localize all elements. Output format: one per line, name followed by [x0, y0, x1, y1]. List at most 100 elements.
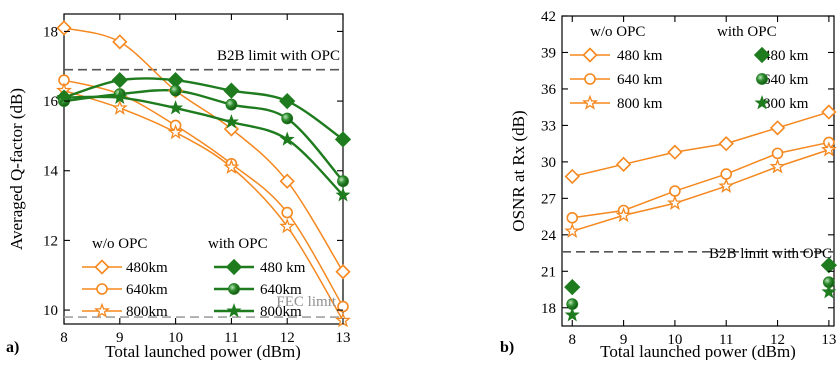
panel-b-x-tick-label: 13 [821, 332, 836, 348]
panel-a-legend-marker-5 [226, 303, 242, 318]
panel-b-point-5 [564, 307, 580, 322]
panel-a-ticks: 8 9 10 11 12 13 10 12 14 16 18 [43, 14, 351, 346]
panel-a-legend-label-wo-480: 480km [126, 260, 168, 276]
panel-a-legend: w/o OPC with OPC 480km 640km 800km 480 k… [82, 236, 306, 320]
panel-b-legend-marker-0 [582, 47, 598, 63]
panel-b-y-axis-title: OSNR at Rx (dB) [509, 110, 528, 231]
panel-b-point-0 [615, 156, 632, 172]
panel-a-legend-label-with-800: 800km [260, 304, 302, 320]
panel-a-point-0 [335, 264, 351, 280]
panel-b-point-2 [564, 222, 581, 238]
panel-a-y-tick-label: 14 [43, 164, 59, 180]
panel-a-series-lines [63, 27, 344, 321]
panel-b-point-1 [720, 168, 733, 180]
panel-a-point-5 [335, 187, 351, 202]
panel-a-x-tick-label: 11 [224, 330, 238, 346]
panel-a-legend-label-with-640: 640km [260, 282, 302, 298]
panel-b-y-tick-label: 18 [541, 301, 556, 317]
panel-b-point-1 [566, 212, 579, 224]
panel-b-point-5 [821, 284, 837, 299]
panel-b-y-tick-label: 27 [541, 191, 557, 207]
panel-a-point-3 [334, 131, 352, 148]
panel-b-point-1 [771, 147, 784, 160]
panel-b-y-tick-label: 42 [541, 9, 556, 25]
panel-b-legend-marker-5 [754, 95, 770, 110]
panel-b-point-1 [669, 185, 681, 197]
panel-a-reference-lines [64, 68, 343, 318]
panel-a-point-0 [112, 34, 128, 50]
panel-b-point-0 [564, 168, 580, 185]
panel-b-point-3 [820, 257, 837, 274]
panel-a-point-4 [281, 112, 294, 125]
panel-a-point-2 [167, 124, 184, 140]
panel-b-series-line-2 [572, 149, 830, 232]
panel-b-point-3 [564, 278, 581, 296]
panel-b-point-2 [769, 158, 786, 174]
panel-b-series-lines [572, 111, 830, 232]
panel-a-point-5 [112, 89, 128, 104]
panel-b-legend: w/o OPC with OPC 480 km 640 km 800 km 48… [570, 24, 809, 112]
panel-b-point-2 [615, 206, 632, 223]
panel-b-legend-marker-1 [584, 73, 596, 85]
panel-b-legend-marker-2 [582, 94, 598, 110]
panel-b-point-0 [718, 136, 734, 152]
panel-a-legend-marker-3 [225, 258, 243, 276]
panel-b-point-0 [667, 144, 683, 160]
panel-a-legend-marker-4 [228, 283, 240, 295]
panel-b-y-tick-label: 36 [541, 82, 557, 98]
panel-b: 8 9 10 11 12 13 18 21 24 27 30 33 36 39 42 w/o OPC wit… [500, 9, 837, 361]
panel-a-y-axis-title: Averaged Q-factor (dB) [7, 88, 26, 250]
panel-a-point-5 [279, 131, 295, 146]
panel-b-point-2 [666, 194, 683, 210]
panel-a-point-2 [279, 218, 296, 234]
panel-b-ticks: 8 9 10 11 12 13 18 21 24 27 30 33 36 39 42 [541, 9, 836, 348]
panel-a-point-5 [223, 114, 239, 129]
panel-b-legend-label-wo-480: 480 km [617, 48, 663, 64]
panel-b-x-tick-label: 8 [569, 332, 577, 348]
panel-b-y-tick-label: 33 [541, 118, 556, 134]
panel-b-x-axis-title: Total launched power (dBm) [600, 342, 796, 360]
panel-a-series-line-5 [63, 95, 344, 196]
panel-b-markers [564, 104, 837, 322]
panel-b-point-2 [820, 141, 837, 157]
panel-a-x-tick-label: 10 [168, 330, 183, 346]
panel-a-b2b-label: B2B limit with OPC [217, 48, 340, 64]
panel-a-x-axis-title: Total launched power (dBm) [105, 342, 301, 360]
panel-a-markers [55, 20, 352, 328]
panel-a-point-3 [111, 72, 128, 89]
panel-a-label: a) [6, 339, 19, 356]
panel-b-point-0 [769, 120, 786, 136]
panel-b-frame [561, 15, 835, 327]
panel-a-point-5 [168, 100, 184, 115]
panel-b-legend-marker-4 [756, 73, 768, 85]
panel-a-point-1 [281, 206, 294, 219]
panel-a-legend-label-with-480: 480 km [260, 260, 306, 276]
panel-b-x-tick-label: 9 [620, 332, 628, 348]
panel-a: 8 9 10 11 12 13 10 12 14 16 18 w/o OPC with OPC 48… [6, 13, 352, 361]
panel-a-frame [63, 13, 344, 325]
panel-b-legend-marker-3 [753, 46, 771, 64]
panel-b-point-2 [718, 177, 735, 193]
panel-b-legend-title-with: with OPC [717, 24, 777, 40]
panel-a-point-1 [337, 300, 349, 313]
panel-a-point-2 [111, 99, 128, 115]
panel-a-x-tick-label: 9 [116, 330, 124, 346]
panel-b-legend-title-wo: w/o OPC [590, 24, 645, 40]
panel-a-y-tick-label: 18 [43, 24, 58, 40]
panel-b-label: b) [500, 339, 514, 356]
panel-b-y-tick-label: 24 [541, 228, 557, 244]
panel-b-y-tick-label: 21 [541, 264, 556, 280]
panel-a-point-5 [56, 89, 72, 104]
panel-b-legend-label-wo-640: 640 km [617, 72, 663, 88]
panel-a-x-tick-label: 12 [280, 330, 295, 346]
panel-a-legend-title-wo: w/o OPC [92, 236, 147, 252]
panel-a-point-3 [279, 92, 296, 110]
panel-a-point-4 [337, 175, 349, 188]
panel-a-fec-label: FEC limit [276, 294, 336, 310]
panel-a-legend-label-wo-640: 640km [126, 282, 168, 298]
panel-a-legend-title-with: with OPC [208, 236, 268, 252]
panel-a-x-tick-label: 8 [60, 330, 68, 346]
panel-b-x-tick-label: 11 [719, 332, 733, 348]
